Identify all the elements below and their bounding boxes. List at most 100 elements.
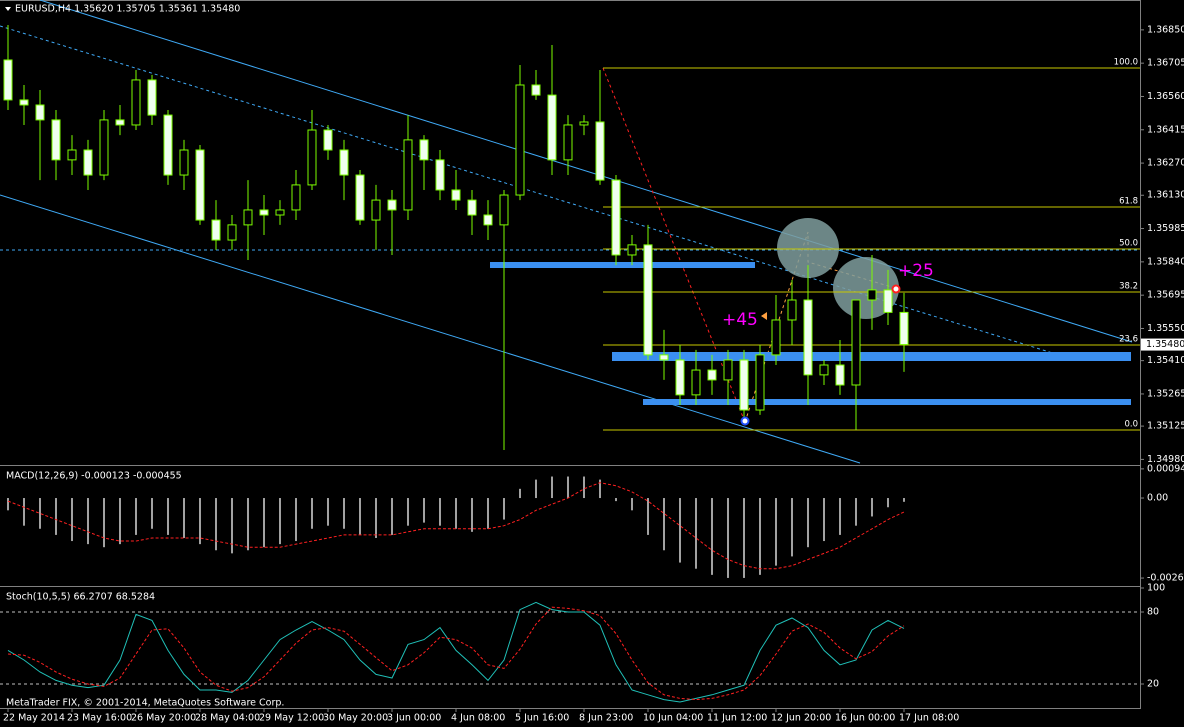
candle-body	[147, 79, 157, 116]
candle-body	[307, 129, 317, 186]
candle-body	[723, 359, 733, 381]
y-tick-label: 1.36705	[1147, 58, 1184, 69]
fib-label: 100.0	[1114, 58, 1138, 68]
candle-body	[627, 244, 637, 256]
fib-label: 38.2	[1119, 282, 1138, 292]
y-tick-label: 1.35550	[1147, 323, 1184, 334]
candle-body	[739, 359, 749, 411]
chart-header: EURUSD,H4 1.35620 1.35705 1.35361 1.3548…	[15, 4, 240, 15]
candle-body	[371, 199, 381, 221]
candle-body	[499, 194, 509, 226]
candle-body	[755, 354, 765, 411]
highlight-circle	[777, 218, 839, 278]
y-tick-label: 1.35840	[1147, 256, 1184, 267]
stoch-signal	[7, 606, 905, 701]
candle-body	[771, 319, 781, 356]
candle-body	[387, 199, 397, 211]
candle-body	[195, 149, 205, 221]
support-zone	[490, 262, 755, 268]
annotation: +25	[898, 261, 934, 281]
y-tick-label: 0.000949	[1147, 463, 1184, 474]
candle-body	[707, 369, 717, 381]
y-tick-label: 20	[1147, 679, 1159, 690]
candle-body	[611, 179, 621, 256]
fib-label: 23.6	[1119, 335, 1138, 345]
candle-body	[451, 189, 461, 201]
y-tick-label: 80	[1147, 607, 1159, 618]
candle-body	[643, 244, 653, 356]
candle-body	[547, 94, 557, 161]
y-tick-label: 1.35265	[1147, 388, 1184, 399]
candle-body	[179, 149, 189, 176]
y-tick-label: -0.002604	[1147, 573, 1184, 584]
annotation: +45	[722, 310, 758, 330]
y-tick-label: 0.00	[1147, 493, 1168, 504]
x-tick-label: 28 May 04:00	[195, 713, 260, 724]
marker	[891, 284, 901, 294]
drawings	[0, 0, 1140, 464]
menu-triangle[interactable]	[5, 7, 11, 11]
y-tick-label: 1.36415	[1147, 124, 1184, 135]
candle-body	[867, 289, 877, 301]
highlight-circle	[833, 257, 899, 319]
candle-body	[531, 84, 541, 96]
y-tick-label: 1.36270	[1147, 158, 1184, 169]
y-tick-label: 1.35985	[1147, 223, 1184, 234]
fibonacci: 100.0 61.8 50.0 38.2 23.6 0.0	[603, 58, 1140, 431]
x-tick-label: 5 Jun 16:00	[515, 713, 569, 724]
candle-body	[403, 139, 413, 211]
price-panel: 1.36850 1.36705 1.36560 1.36415 1.36270 1.361…	[0, 24, 1184, 724]
candle-body	[339, 149, 349, 176]
candle-body	[67, 149, 77, 161]
x-tick-label: 4 Jun 08:00	[451, 713, 505, 724]
x-tick-label: 8 Jun 23:00	[579, 713, 633, 724]
candle-body	[115, 119, 125, 126]
x-tick-label: 11 Jun 12:00	[707, 713, 767, 724]
candle-body	[19, 99, 29, 106]
candle-body	[131, 79, 141, 126]
fib-label: 50.0	[1119, 239, 1138, 249]
y-tick-label: 1.36850	[1147, 24, 1184, 35]
support-zone	[643, 399, 1131, 405]
macd-signal	[7, 482, 905, 570]
candle-body	[291, 184, 301, 211]
candle-body	[515, 84, 525, 196]
candle-body	[803, 299, 813, 376]
candle-body	[275, 209, 285, 216]
candle-body	[243, 209, 253, 226]
fib-label: 61.8	[1119, 197, 1138, 207]
x-tick-label: 10 Jun 04:00	[643, 713, 703, 724]
candle-body	[691, 369, 701, 396]
candle-body	[323, 129, 333, 151]
y-tick-label: 1.36560	[1147, 91, 1184, 102]
candle-body	[835, 364, 845, 386]
stoch-title: Stoch(10,5,5) 66.2707 68.5284	[6, 592, 155, 603]
marker	[761, 312, 767, 320]
x-tick-label: 17 Jun 08:00	[899, 713, 959, 724]
footer: MetaTrader FIX, © 2001-2014, MetaQuotes …	[6, 698, 284, 709]
candle-body	[483, 214, 493, 226]
candle-body	[259, 209, 269, 216]
macd-title: MACD(12,26,9) -0.000123 -0.000455	[6, 471, 182, 482]
x-tick-label: 26 May 20:00	[131, 713, 196, 724]
candle-body	[467, 199, 477, 216]
y-tick-label: 1.36130	[1147, 190, 1184, 201]
candle-body	[51, 119, 61, 161]
candle-body	[227, 224, 237, 241]
markers	[740, 284, 901, 426]
support-zone	[612, 352, 1131, 361]
y-tick-label: 1.34980	[1147, 454, 1184, 465]
candle-body	[83, 149, 93, 176]
candle-body	[563, 124, 573, 161]
x-tick-label: 30 May 20:00	[323, 713, 388, 724]
marker	[740, 416, 750, 426]
x-tick-label: 23 May 16:00	[67, 713, 132, 724]
y-tick-label: 1.35410	[1147, 355, 1184, 366]
candle-body	[435, 159, 445, 191]
candle-body	[211, 219, 221, 241]
x-tick-label: 22 May 2014	[3, 713, 65, 724]
candle-body	[3, 59, 13, 101]
frames	[0, 0, 1141, 709]
